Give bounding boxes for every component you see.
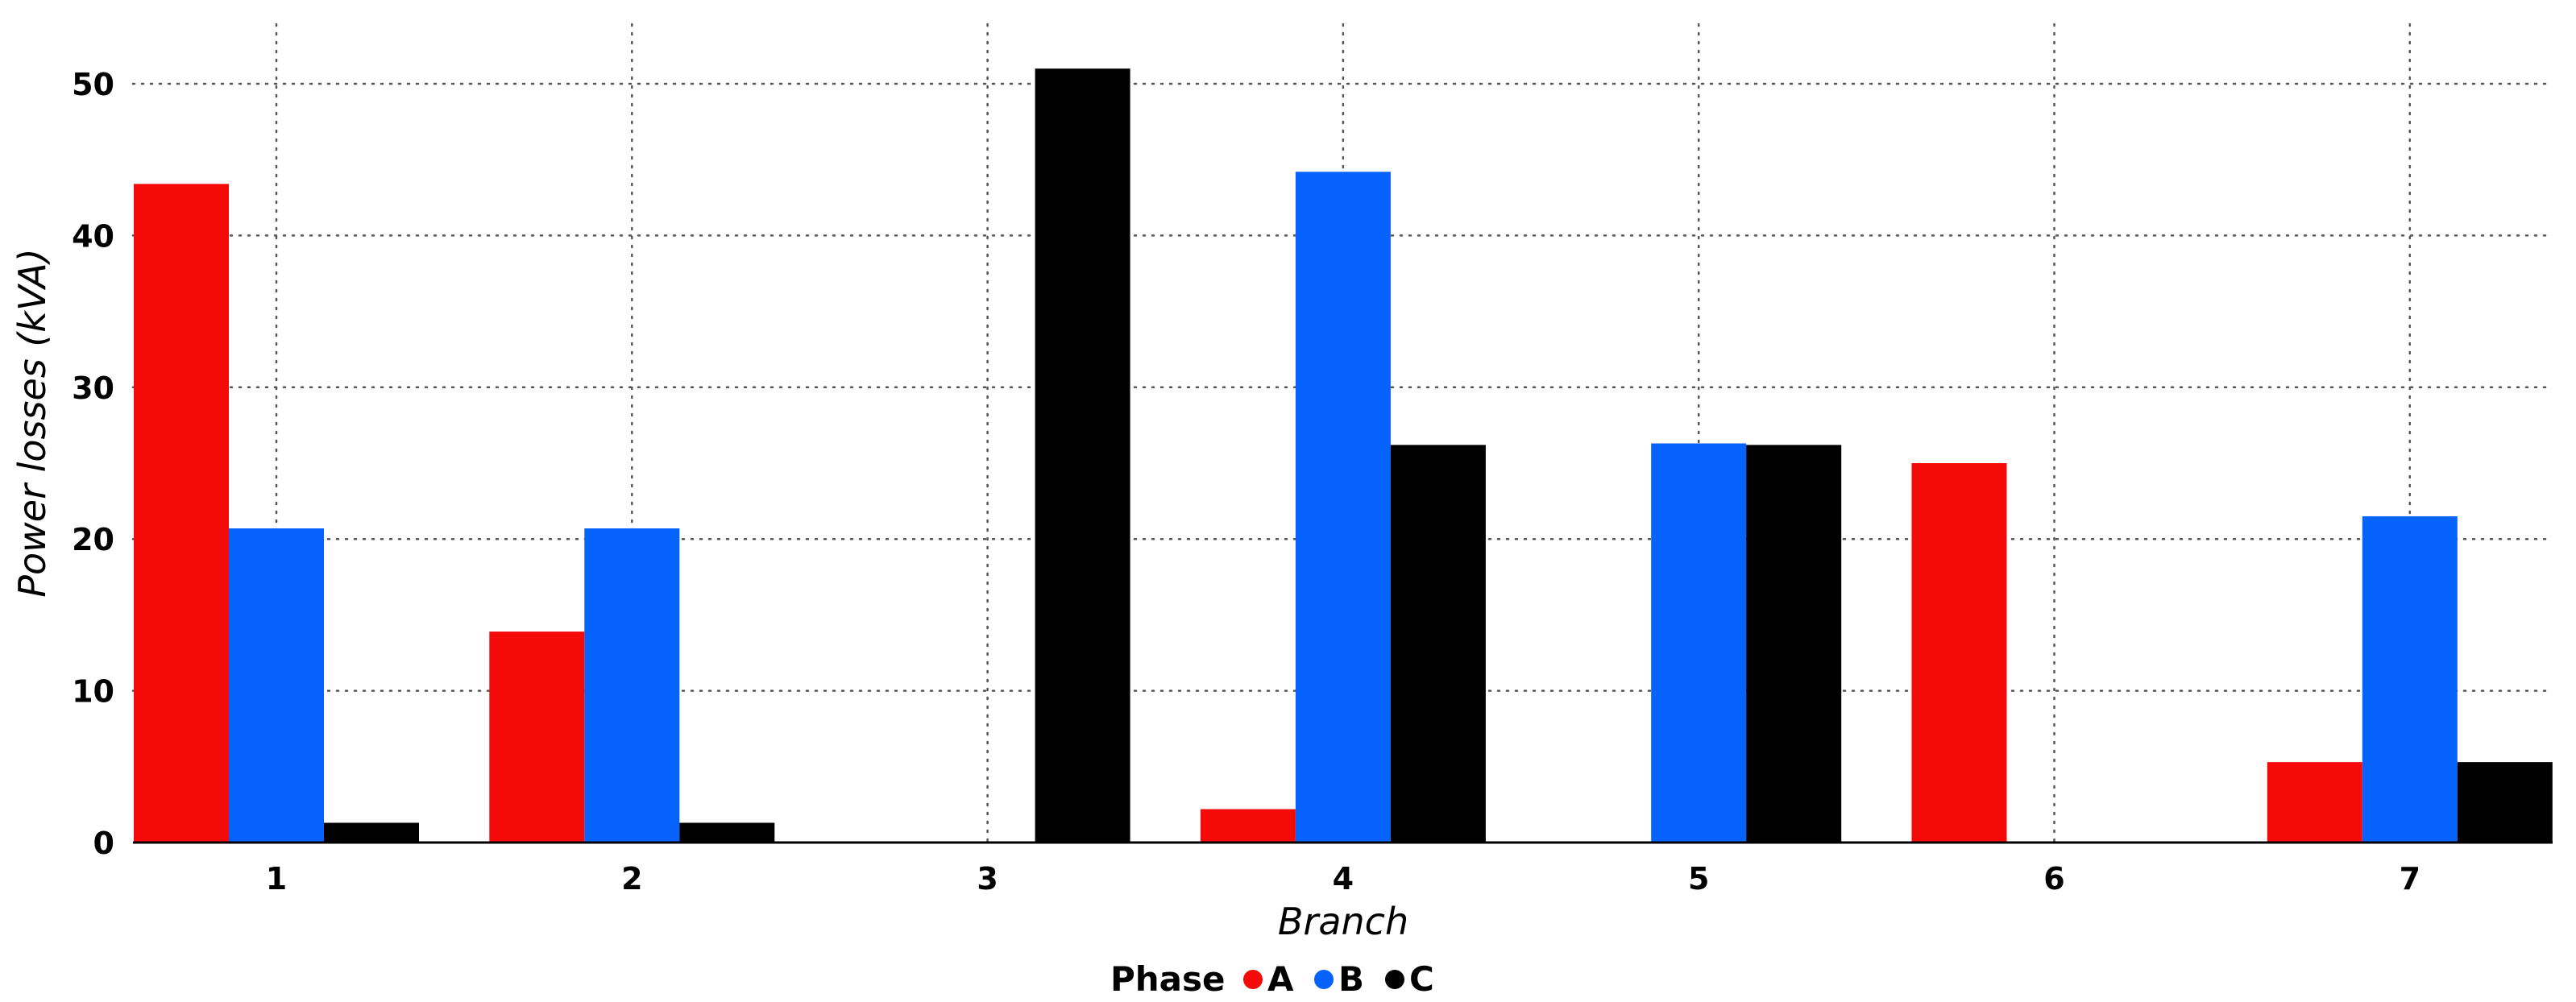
bar-3-phase-c	[1035, 68, 1130, 843]
bar-5-phase-b	[1651, 443, 1747, 843]
x-axis-title: Branch	[1278, 900, 1408, 943]
tick-labels: 0 10 20 30 40 50 1 2 3 4 5 6 7	[72, 67, 2420, 896]
bar-2-phase-c	[679, 822, 775, 843]
bar-4-phase-a	[1200, 809, 1296, 843]
legend-label-c: C	[1409, 959, 1434, 999]
legend-title: Phase	[1110, 959, 1226, 999]
bar-6-phase-a	[1911, 463, 2007, 843]
bar-2-phase-b	[584, 528, 680, 843]
bar-4-phase-c	[1390, 445, 1486, 843]
y-axis-title: Power losses (kVA)	[10, 248, 54, 597]
legend: Phase A B C	[1110, 959, 1434, 999]
legend-label-b: B	[1338, 959, 1364, 999]
x-tick-label: 2	[621, 861, 642, 896]
x-tick-label: 3	[977, 861, 998, 896]
legend-label-a: A	[1267, 959, 1294, 999]
bar-7-phase-b	[2362, 515, 2458, 843]
y-tick-label: 0	[93, 826, 114, 861]
bar-1-phase-b	[229, 528, 324, 843]
x-tick-label: 6	[2043, 861, 2064, 896]
x-tick-label: 1	[266, 861, 287, 896]
legend-marker-b	[1314, 970, 1334, 989]
bar-2-phase-a	[489, 631, 585, 843]
x-tick-label: 4	[1333, 861, 1354, 896]
y-tick-label: 40	[72, 218, 114, 254]
bar-5-phase-c	[1746, 445, 1842, 843]
x-tick-label: 7	[2400, 861, 2420, 896]
bars	[134, 68, 2553, 843]
x-tick-label: 5	[1688, 861, 1709, 896]
y-tick-label: 50	[72, 67, 114, 102]
bar-7-phase-a	[2267, 762, 2362, 843]
y-tick-label: 30	[72, 371, 114, 406]
bar-1-phase-a	[134, 184, 229, 843]
bar-7-phase-c	[2457, 762, 2553, 843]
y-tick-label: 10	[72, 674, 114, 710]
y-tick-label: 20	[72, 522, 114, 557]
legend-marker-c	[1385, 970, 1404, 989]
legend-marker-a	[1243, 970, 1263, 989]
bar-1-phase-c	[324, 822, 419, 843]
bar-4-phase-b	[1295, 172, 1391, 843]
